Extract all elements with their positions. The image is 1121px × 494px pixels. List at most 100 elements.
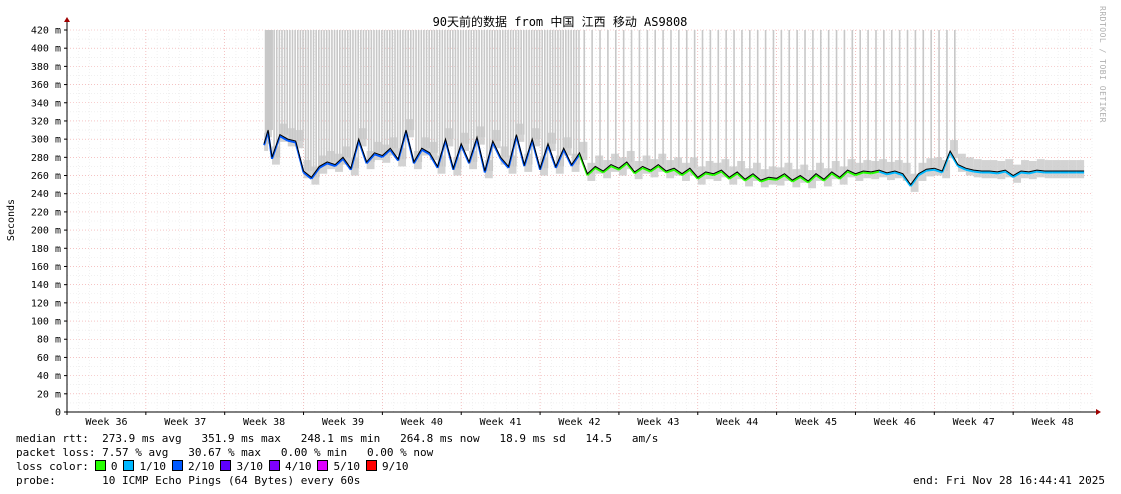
packet-loss-row: packet loss: 7.57 % avg 30.67 % max 0.00… bbox=[16, 446, 433, 459]
y-tick-label: 260 m bbox=[31, 171, 61, 182]
loss-spike bbox=[373, 30, 375, 162]
loss-segment bbox=[318, 162, 328, 169]
median-rtt-row: median rtt: 273.9 ms avg 351.9 ms max 24… bbox=[16, 432, 658, 445]
loss-spike bbox=[501, 30, 504, 158]
loss-spike bbox=[515, 30, 517, 167]
loss-spike bbox=[286, 30, 289, 135]
loss-spike bbox=[525, 30, 528, 165]
x-tick-label: Week 41 bbox=[480, 417, 522, 428]
y-tick-label: 340 m bbox=[31, 98, 61, 109]
loss-spike bbox=[328, 30, 331, 162]
loss-spike bbox=[433, 30, 436, 153]
loss-spike bbox=[266, 30, 268, 144]
loss-spike bbox=[333, 30, 336, 162]
loss-spike bbox=[557, 30, 559, 167]
loss-spike bbox=[486, 30, 488, 171]
loss-segment bbox=[752, 174, 762, 183]
x-tick-label: Week 48 bbox=[1031, 417, 1073, 428]
loss-spike bbox=[415, 30, 417, 162]
loss-spike bbox=[381, 30, 383, 153]
loss-segment bbox=[1028, 170, 1038, 175]
y-tick-label: 160 m bbox=[31, 262, 61, 273]
loss-color-label-item: 5/10 bbox=[333, 460, 360, 473]
smoke-band bbox=[989, 160, 998, 179]
loss-spike bbox=[859, 30, 862, 174]
loss-segment bbox=[791, 176, 801, 183]
loss-segment bbox=[941, 152, 952, 173]
loss-spike bbox=[320, 30, 323, 167]
loss-spike bbox=[946, 30, 948, 171]
loss-spike bbox=[483, 30, 486, 138]
loss-segment bbox=[901, 174, 912, 187]
loss-spike bbox=[299, 30, 302, 141]
smoke-bands bbox=[264, 30, 1085, 192]
loss-segment bbox=[491, 142, 502, 160]
loss-spike bbox=[578, 30, 580, 165]
loss-spike bbox=[654, 30, 657, 171]
loss-spike bbox=[459, 30, 462, 169]
loss-segment bbox=[665, 168, 675, 174]
loss-spike bbox=[465, 30, 467, 144]
x-tick-labels: Week 36 Week 37 Week 38 Week 39 Week 40 Week … bbox=[66, 412, 1074, 428]
loss-spike bbox=[457, 30, 459, 169]
loss-spike bbox=[906, 30, 909, 174]
loss-spike bbox=[812, 30, 814, 181]
loss-segment bbox=[894, 171, 904, 177]
loss-spike bbox=[630, 30, 633, 162]
loss-segment bbox=[689, 169, 699, 180]
loss-segment bbox=[428, 153, 439, 169]
loss-spike bbox=[851, 30, 854, 171]
loss-segment bbox=[562, 149, 573, 167]
loss-spike bbox=[622, 30, 625, 169]
loss-segment bbox=[720, 170, 730, 180]
loss-spike bbox=[614, 30, 617, 165]
loss-spike bbox=[562, 30, 565, 167]
smoke-band bbox=[500, 146, 509, 165]
y-tick-label: 20 m bbox=[37, 389, 61, 400]
loss-spike bbox=[307, 30, 310, 171]
loss-spike bbox=[551, 30, 554, 144]
loss-segment bbox=[823, 172, 833, 182]
loss-segment bbox=[933, 168, 943, 174]
loss-spike bbox=[875, 30, 877, 172]
loss-segment bbox=[1036, 170, 1045, 174]
loss-spike bbox=[741, 30, 743, 172]
y-tick-label: 300 m bbox=[31, 135, 61, 146]
loss-color-swatch bbox=[220, 460, 232, 471]
loss-segment bbox=[776, 174, 785, 181]
loss-spike bbox=[375, 30, 378, 153]
loss-spike bbox=[404, 30, 407, 160]
loss-spike bbox=[890, 30, 893, 173]
loss-spike bbox=[452, 30, 454, 140]
loss-spike bbox=[462, 30, 465, 144]
loss-spike bbox=[522, 30, 525, 135]
smoke-band bbox=[1044, 160, 1053, 179]
loss-spike bbox=[304, 30, 307, 171]
y-tick-label: 220 m bbox=[31, 207, 61, 218]
y-tick-label: 120 m bbox=[31, 298, 61, 309]
loss-spike bbox=[591, 30, 593, 174]
loss-spike bbox=[386, 30, 388, 156]
loss-spike bbox=[930, 30, 932, 170]
y-tick-label: 240 m bbox=[31, 189, 61, 200]
loss-spike bbox=[583, 30, 586, 153]
loss-segment bbox=[705, 172, 714, 177]
loss-spike bbox=[428, 30, 430, 149]
x-axis-arrow bbox=[1096, 409, 1101, 415]
loss-segment bbox=[570, 153, 581, 167]
loss-segment bbox=[926, 168, 935, 172]
y-axis-label: Seconds bbox=[6, 199, 17, 241]
loss-segment bbox=[602, 165, 612, 174]
loss-label: packet loss: bbox=[16, 446, 96, 459]
loss-spike bbox=[638, 30, 641, 172]
loss-spike bbox=[536, 30, 538, 140]
loss-segment bbox=[736, 172, 746, 182]
x-tick-label: Week 37 bbox=[164, 417, 206, 428]
loss-spike bbox=[709, 30, 712, 172]
loss-segment bbox=[279, 135, 289, 142]
loss-spike bbox=[544, 30, 546, 169]
loss-segment bbox=[1020, 171, 1030, 175]
loss-spike bbox=[693, 30, 696, 169]
loss-spike bbox=[749, 30, 751, 180]
loss-spike bbox=[339, 30, 341, 165]
